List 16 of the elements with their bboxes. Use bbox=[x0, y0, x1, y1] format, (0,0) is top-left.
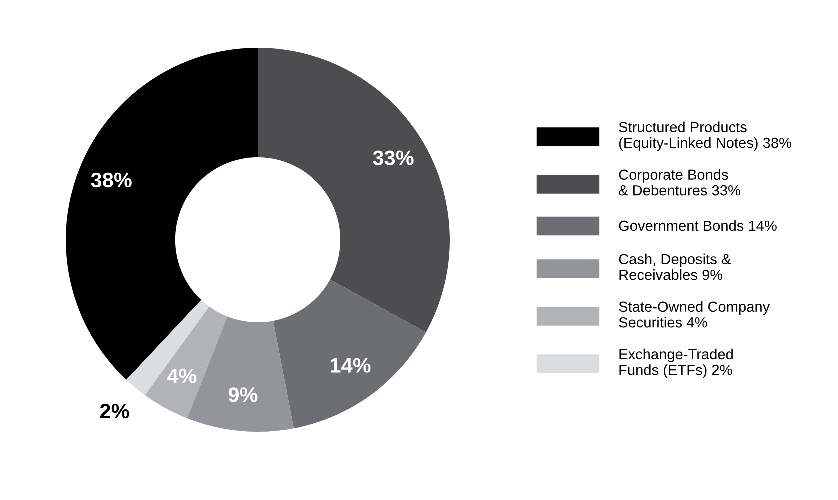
data-label: 9% bbox=[228, 388, 258, 402]
data-label: 4% bbox=[167, 368, 197, 384]
legend-label: Structured Products (Equity-Linked Notes) 38% bbox=[619, 122, 792, 152]
legend-label: Cash, Deposits & Receivables 9% bbox=[619, 254, 731, 280]
donut-slice bbox=[145, 306, 228, 419]
donut-slice bbox=[126, 300, 210, 396]
data-label: 2% bbox=[100, 404, 130, 419]
data-label: 33% bbox=[373, 150, 414, 166]
legend-label: Government Bonds 14% bbox=[619, 220, 777, 232]
donut-slice bbox=[258, 48, 450, 332]
data-label: 14% bbox=[331, 358, 371, 373]
data-label: 38% bbox=[91, 172, 132, 188]
donut-slice bbox=[273, 280, 426, 429]
legend-label: Corporate Bonds & Debentures 33% bbox=[619, 169, 740, 196]
legend-label: Exchange-Traded Funds (ETFs) 2% bbox=[620, 348, 733, 378]
legend-label: State-Owned Company Securities 4% bbox=[619, 301, 770, 328]
